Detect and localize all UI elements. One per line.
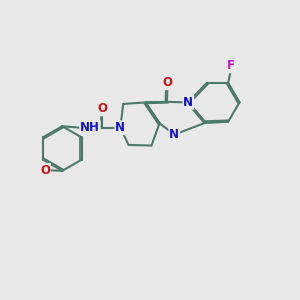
- Text: NH: NH: [80, 121, 100, 134]
- Text: O: O: [163, 76, 172, 89]
- Text: O: O: [40, 164, 50, 177]
- Text: F: F: [227, 59, 235, 72]
- Text: N: N: [183, 96, 193, 109]
- Text: N: N: [169, 128, 179, 141]
- Text: O: O: [98, 103, 107, 116]
- Text: N: N: [115, 121, 125, 134]
